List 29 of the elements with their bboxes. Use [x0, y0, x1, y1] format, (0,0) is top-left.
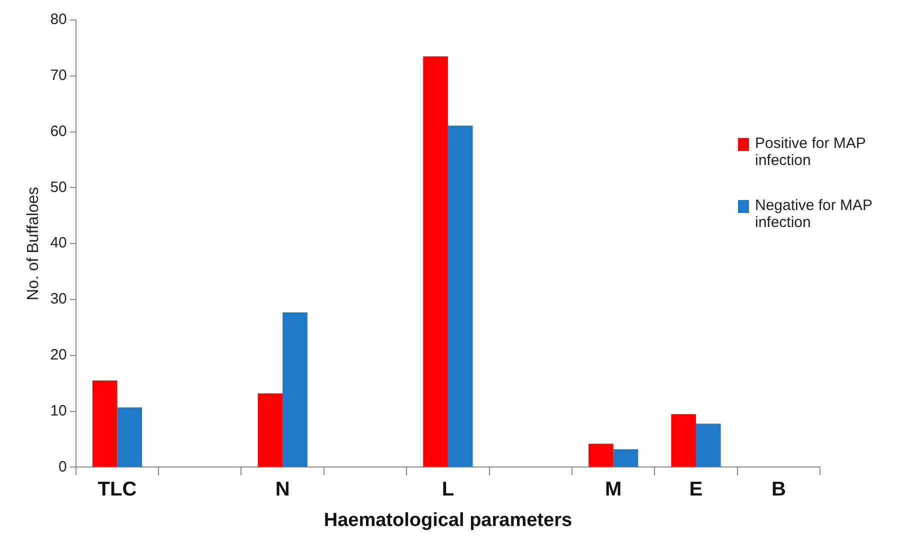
bar: [671, 414, 696, 467]
x-axis-title: Haematological parameters: [324, 510, 572, 531]
y-tick-label: 0: [58, 458, 67, 476]
y-tick-label: 20: [50, 346, 67, 364]
x-tick-label: M: [604, 478, 622, 501]
bar: [92, 380, 118, 467]
bar: [448, 126, 473, 467]
bar: [613, 449, 638, 467]
y-tick-label: 80: [50, 11, 67, 28]
bar: [117, 407, 142, 467]
bar: [282, 312, 308, 467]
bar: [588, 444, 614, 467]
x-tick-label: N: [275, 478, 290, 501]
x-tick-label: L: [442, 478, 454, 501]
x-tick-label: B: [771, 478, 786, 501]
legend-label: Negative for MAP infection: [755, 197, 874, 231]
bar: [423, 56, 448, 467]
y-tick-label: 60: [50, 122, 67, 140]
y-tick-label: 40: [50, 234, 67, 252]
y-tick-label: 10: [50, 402, 67, 420]
y-tick-label: 70: [50, 67, 67, 84]
y-axis-title: No. of Buffaloes: [25, 186, 42, 300]
bar: [258, 393, 283, 467]
bar: [696, 424, 721, 467]
x-tick-label: E: [689, 478, 703, 501]
legend-label: Positive for MAP infection: [755, 135, 867, 169]
x-tick-label: TLC: [98, 478, 137, 501]
y-tick-label: 50: [50, 178, 67, 196]
y-tick-label: 30: [50, 290, 67, 308]
